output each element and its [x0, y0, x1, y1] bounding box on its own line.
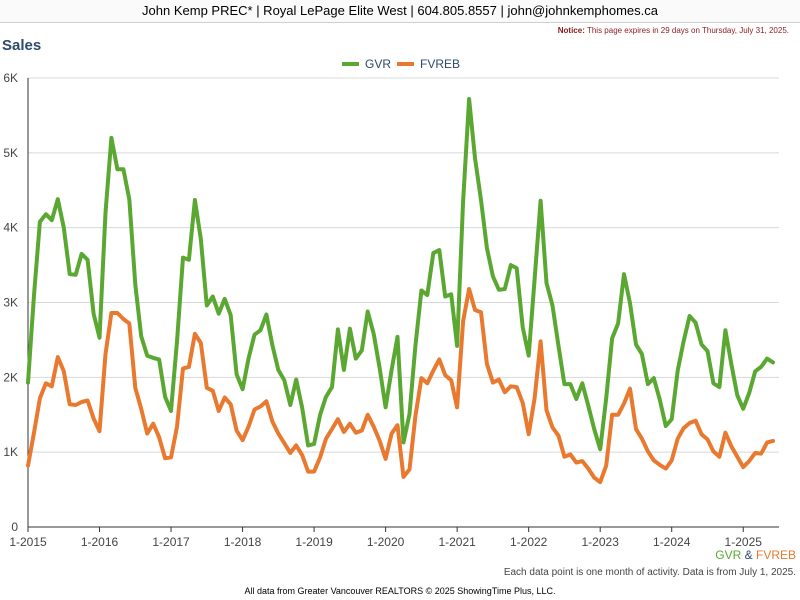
y-tick-label: 1K [3, 445, 18, 459]
source-legend-gvr: GVR [715, 548, 742, 562]
data-footnote: Each data point is one month of activity… [503, 567, 796, 578]
y-tick-label: 4K [3, 221, 18, 235]
header-contact-bar: John Kemp PREC* | Royal LePage Elite Wes… [0, 0, 800, 23]
x-tick-label: 1-2018 [224, 535, 262, 549]
chart-title: Sales [2, 37, 42, 54]
x-tick-label: 1-2022 [510, 535, 548, 549]
source-legend-fvreb: FVREB [755, 548, 796, 562]
x-tick-label: 1-2025 [725, 535, 763, 549]
series-line-fvreb [26, 287, 775, 485]
x-tick-label: 1-2015 [9, 535, 47, 549]
x-tick-label: 1-2021 [438, 535, 476, 549]
series-line-gvr [26, 97, 775, 452]
header-contact-text: John Kemp PREC* | Royal LePage Elite Wes… [142, 3, 658, 18]
x-tick-label: 1-2017 [152, 535, 190, 549]
copyright-footer: All data from Greater Vancouver REALTORS… [244, 586, 556, 596]
x-tick-label: 1-2019 [295, 535, 333, 549]
y-axis-ticks: 0 1K 2K 3K 4K 5K 6K [3, 71, 18, 534]
legend-label-fvreb: FVREB [420, 57, 460, 71]
x-tick-label: 1-2024 [653, 535, 691, 549]
y-tick-label: 2K [3, 370, 18, 384]
x-tick-label: 1-2023 [582, 535, 620, 549]
notice-text: This page expires in 29 days on Thursday… [584, 26, 789, 35]
y-tick-label: 3K [3, 296, 18, 310]
expiry-notice: Notice: This page expires in 29 days on … [558, 26, 789, 35]
legend: GVR FVREB [342, 57, 460, 71]
legend-label-gvr: GVR [365, 57, 391, 71]
notice-label: Notice: [557, 26, 585, 35]
source-legend-amp: & [741, 548, 756, 562]
y-tick-label: 6K [3, 71, 18, 85]
y-tick-label: 5K [3, 146, 18, 160]
x-axis: 1-2015 1-2016 1-2017 1-2018 1-2019 1-2020 1-20… [9, 78, 762, 549]
series-lines [26, 97, 775, 485]
x-tick-label: 1-2016 [81, 535, 119, 549]
x-tick-label: 1-2020 [367, 535, 405, 549]
source-legend: GVR & FVREB [715, 548, 796, 562]
y-tick-label: 0 [11, 520, 18, 534]
